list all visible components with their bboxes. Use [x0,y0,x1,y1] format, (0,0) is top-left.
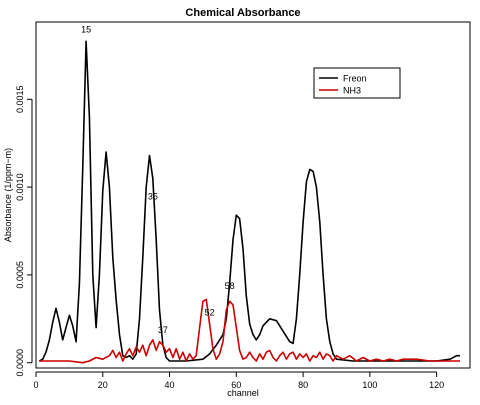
x-tick-label: 0 [33,380,38,390]
legend-label-freon: Freon [343,74,367,84]
plot-frame [35,21,471,369]
chart-title: Chemical Absorbance [185,7,300,19]
y-tick-label: 0.0000 [15,349,25,377]
x-tick-label: 60 [231,380,241,390]
x-tick-label: 80 [298,380,308,390]
series-lines [38,40,460,364]
y-tick-label: 0.0010 [15,173,25,201]
x-tick-label: 40 [165,380,175,390]
peak-label: 35 [148,191,158,201]
series-line-freon [38,40,460,362]
y-tick-label: 0.0015 [15,86,25,114]
legend-label-nh3: NH3 [343,86,361,96]
y-axis-label: Absorbance (1/ppm−m) [3,148,13,242]
peak-annotations: 15 35 37 52 58 [81,25,235,335]
series-line-nh3 [39,298,460,364]
peak-label: 58 [225,281,235,291]
peak-label: 37 [158,325,168,335]
peak-label: 15 [81,25,91,35]
x-tick-label: 20 [98,380,108,390]
y-tick-label: 0.0005 [15,261,25,289]
x-axis-label: channel [227,388,259,398]
legend: Freon NH3 [313,67,401,99]
legend-box [313,67,401,99]
x-tick-label: 120 [429,380,444,390]
axes-group: 0 20 40 60 80 100 120 0.0000 0.0005 0.0010 0.0015 [15,21,471,390]
x-tick-label: 100 [362,380,377,390]
peak-label: 52 [205,307,215,317]
